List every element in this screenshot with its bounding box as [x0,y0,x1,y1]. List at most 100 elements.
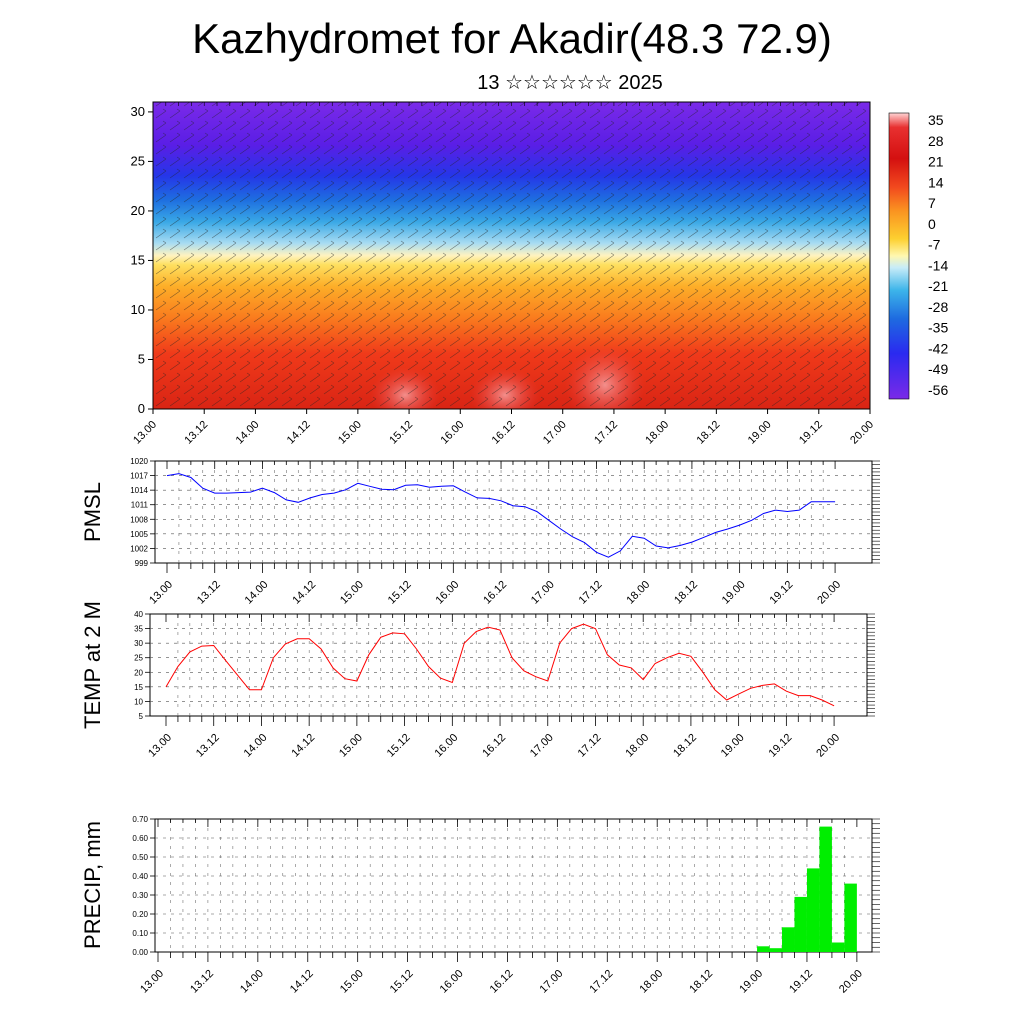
x-tick-label: 20.00 [848,419,876,447]
x-tick-label: 13.00 [146,732,174,760]
y-tick-label: 0.10 [132,929,148,938]
x-tick-label: 19.00 [746,419,774,447]
precip-ylabel: PRECIP, mm [80,821,105,949]
cross-section-panel: 0 5 10 15 20 25 30 13.00 13.12 14.00 14.12 15.00 15… [131,101,876,447]
x-tick-label: 15.12 [385,732,413,760]
x-tick-label: 19.00 [737,968,765,996]
chart-subtitle: 13 ☆☆☆☆☆☆ 2025 [477,72,663,94]
y-tick-label: 0.20 [132,910,148,919]
colorbar-label: 35 [928,112,944,128]
x-tick-label: 20.00 [814,732,842,760]
y-tick-label: 1020 [130,457,148,466]
x-tick-label: 13.12 [194,732,222,760]
wind-barbs [153,102,870,409]
precip-bar [782,927,795,952]
y-tick-label: 999 [135,559,149,568]
x-tick-label: 17.00 [529,579,557,607]
x-tick-label: 14.12 [290,579,318,607]
precip-bar [844,883,857,952]
x-tick-label: 18.12 [671,732,699,760]
y-tick-label: 15 [134,683,143,692]
x-tick-label: 18.00 [637,968,665,996]
y-tick-label: 20 [131,203,145,218]
colorbar-label: 14 [928,174,944,190]
x-tick-label: 15.12 [388,968,416,996]
x-tick-label: 17.00 [538,968,566,996]
x-tick-label: 14.00 [234,419,262,447]
x-tick-label: 15.00 [337,732,365,760]
x-tick-label: 16.12 [488,968,516,996]
x-tick-label: 14.00 [243,579,271,607]
colorbar: 35 28 21 14 7 0 -7 -14 -21 -28 -35 -42 -49 -56 [888,112,948,400]
x-tick-label: 13.00 [138,968,166,996]
x-tick-label: 19.00 [719,732,747,760]
colorbar-scale [888,112,910,400]
temp-ylabel: TEMP at 2 M [80,601,105,729]
temp-frame [149,613,868,717]
y-tick-label: 35 [134,625,143,634]
x-tick-label: 19.12 [797,419,825,447]
y-tick-label: 40 [134,610,143,619]
x-tick-label: 15.00 [336,419,364,447]
x-tick-label: 13.00 [147,579,175,607]
x-tick-label: 15.00 [338,579,366,607]
y-tick-label: 10 [131,302,145,317]
x-tick-label: 13.12 [188,968,216,996]
x-tick-label: 14.00 [242,732,270,760]
y-tick-label: 0.30 [132,891,148,900]
x-tick-label: 18.00 [623,732,651,760]
precip-bars [757,826,857,952]
x-tick-label: 17.12 [577,579,605,607]
cross-section-y-axis: 0 5 10 15 20 25 30 [131,104,153,416]
x-tick-label: 16.00 [432,732,460,760]
x-tick-label: 17.00 [541,419,569,447]
x-tick-label: 13.00 [131,419,159,447]
y-tick-label: 25 [134,654,143,663]
x-tick-label: 18.00 [624,579,652,607]
y-tick-label: 5 [138,351,145,366]
temp-grid [150,614,867,716]
y-tick-label: 0.60 [132,834,148,843]
colorbar-label: 21 [928,154,944,170]
colorbar-label: -14 [928,257,948,273]
precip-y-axis: 0.00 0.10 0.20 0.30 0.40 0.50 0.60 0.70 [132,815,880,957]
x-tick-label: 18.12 [687,968,715,996]
precip-bar [806,868,820,952]
pmsl-frame [154,460,873,564]
x-tick-label: 17.00 [528,732,556,760]
pmsl-ylabel: PMSL [80,482,105,542]
temp-panel: 5 10 15 20 25 30 35 40 13.00 13.12 14.00 14.12 15.0… [80,601,875,760]
y-tick-label: 0.00 [132,948,148,957]
y-tick-label: 30 [131,104,145,119]
x-tick-label: 20.00 [837,968,865,996]
y-tick-label: 1002 [130,544,148,553]
pmsl-y-axis: 999 1002 1005 1008 1011 1014 1017 1020 [130,457,880,568]
precip-x-axis: 13.00 13.12 14.00 14.12 15.00 15.12 16.00 16.12… [138,819,865,996]
x-tick-label: 19.12 [767,732,795,760]
colorbar-label: -49 [928,361,948,377]
colorbar-label: -21 [928,278,948,294]
colorbar-label: -28 [928,299,948,315]
x-tick-label: 16.00 [433,579,461,607]
y-tick-label: 0.50 [132,853,148,862]
colorbar-label: -42 [928,340,948,356]
y-tick-label: 1008 [130,515,148,524]
colorbar-label: -7 [928,237,941,253]
colorbar-label: 28 [928,133,944,149]
y-tick-label: 1014 [130,486,148,495]
x-tick-label: 17.12 [592,419,620,447]
x-tick-label: 14.12 [288,968,316,996]
y-tick-label: 20 [134,668,143,677]
x-tick-label: 19.12 [768,579,796,607]
x-tick-label: 15.12 [386,579,414,607]
x-tick-label: 20.00 [815,579,843,607]
precip-bar [757,946,770,952]
colorbar-label: 0 [928,216,936,232]
x-tick-label: 14.12 [289,732,317,760]
y-tick-label: 0 [138,401,145,416]
y-tick-label: 1017 [130,472,148,481]
x-tick-label: 19.00 [720,579,748,607]
pmsl-series-line [166,473,836,558]
precip-frame [154,818,873,953]
x-tick-label: 16.12 [481,579,509,607]
